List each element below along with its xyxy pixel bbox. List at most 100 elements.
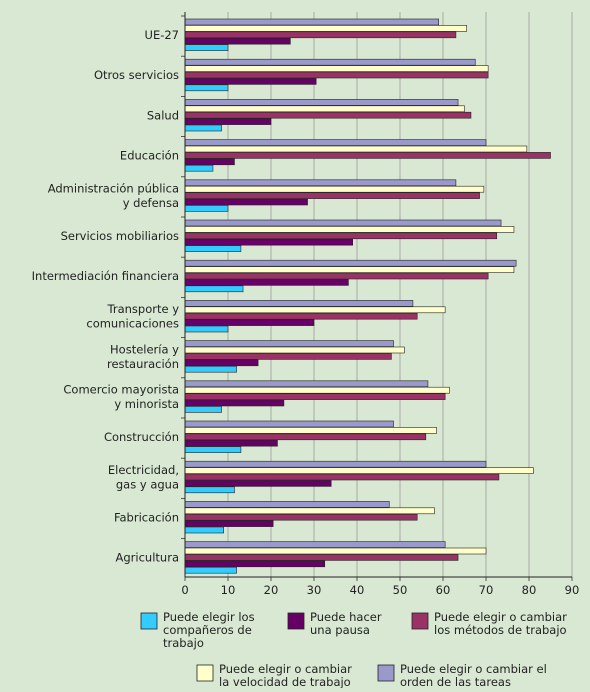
x-tick-label: 70 [479,583,494,597]
category-label: Construcción [104,430,179,444]
bar [184,44,229,51]
x-tick-label: 20 [264,583,279,597]
legend-label: Puede hacer una pausa [310,610,382,637]
legend-swatch [196,664,214,682]
category-label: Otros servicios [94,68,179,82]
bar [184,145,528,153]
bar [184,560,326,568]
legend-label-line: Puede elegir o cambiar [434,610,567,624]
bar [184,541,446,548]
bar [184,285,244,293]
bar [184,259,517,267]
bar [184,205,229,212]
bar [184,460,487,468]
legend-swatch [411,612,429,630]
category-label: UE-27 [145,28,179,42]
legend-label-line: los métodos de trabajo [434,623,567,637]
bar [184,365,237,373]
bar [184,325,229,333]
legend-label-line: orden de las tareas [400,675,511,688]
bar [184,164,214,172]
bar [184,467,534,474]
bar [184,272,489,280]
bars [184,18,551,574]
bar [184,71,489,79]
legend-label-line: compañeros de [163,623,252,637]
bar [184,319,315,326]
bar [184,152,551,159]
bar [184,386,450,394]
bar [184,219,502,227]
category-label-line: Administración pública [48,182,179,196]
category-label-line: comunicaciones [86,317,179,331]
legend-label-line: Puede elegir los [163,610,255,624]
legend-label-line: Puede elegir o cambiar el [400,662,547,676]
bar [184,406,222,413]
category-label: Intermediación financiera [32,269,179,283]
category-label-line: y defensa [123,196,179,210]
category-label-line: Hostelería y [110,342,179,356]
bar [184,78,317,85]
bar [184,480,332,487]
legend-label-line: una pausa [310,623,370,637]
bar [184,359,259,367]
bar [184,554,459,561]
bar [184,124,222,132]
category-label: Administración pública y defensa [48,182,179,211]
legend-label: Puede elegir los compañeros de trabajo [163,610,255,650]
grid [227,12,573,577]
category-label-line: Construcción [104,430,179,444]
category-label: Educación [120,149,179,163]
category-label-line: Intermediación financiera [32,269,179,283]
category-label: Hostelería y restauración [107,342,179,371]
bar [184,353,392,360]
bar [184,25,467,32]
bar [184,198,308,206]
bar [184,179,457,187]
category-label-line: Comercio mayorista [63,383,179,397]
category-label-line: UE-27 [145,28,179,42]
bar [184,226,515,233]
category-labels: UE-27 Otros servicios Salud Educación Admini… [32,28,180,565]
legend: Puede elegir los compañeros de trabajoPued… [140,610,567,689]
bar [184,266,515,273]
bar [184,65,489,72]
bar [184,31,457,39]
bar [184,346,405,354]
category-label-line: restauración [107,357,179,371]
category-label: Electricidad, gas y agua [108,463,179,492]
category-label-line: Otros servicios [94,68,179,82]
bar [184,393,446,400]
category-label-line: Fabricación [114,510,179,524]
legend-label-line: la velocidad de trabajo [219,675,351,688]
bar [184,340,394,347]
bar [184,520,274,527]
x-tick-label: 40 [350,583,365,597]
bar [184,58,476,66]
x-tick-labels: 0 10 20 30 40 50 60 70 80 90 [181,583,579,597]
bar [184,192,480,199]
bar [184,312,418,320]
bar [184,486,235,494]
bar [184,245,242,252]
legend-label: Puede elegir o cambiar el orden de las ta… [400,662,547,688]
category-label-line: Salud [147,108,179,122]
bar [184,427,437,434]
bar [184,507,435,515]
category-label-line: Agricultura [116,551,179,565]
category-label-line: Transporte y [107,302,180,316]
category-label: Salud [147,108,179,122]
x-tick-label: 90 [565,583,580,597]
bar [184,279,349,286]
bar [184,446,242,453]
x-tick-label: 10 [221,583,236,597]
x-tick-label: 30 [307,583,322,597]
x-tick-label: 50 [393,583,408,597]
legend-label: Puede elegir o cambiar la velocidad de tr… [219,662,352,688]
bar [184,158,235,166]
bar [184,84,229,92]
category-label-line: y minorista [114,397,179,411]
category-label-line: Servicios mobiliarios [61,229,179,243]
